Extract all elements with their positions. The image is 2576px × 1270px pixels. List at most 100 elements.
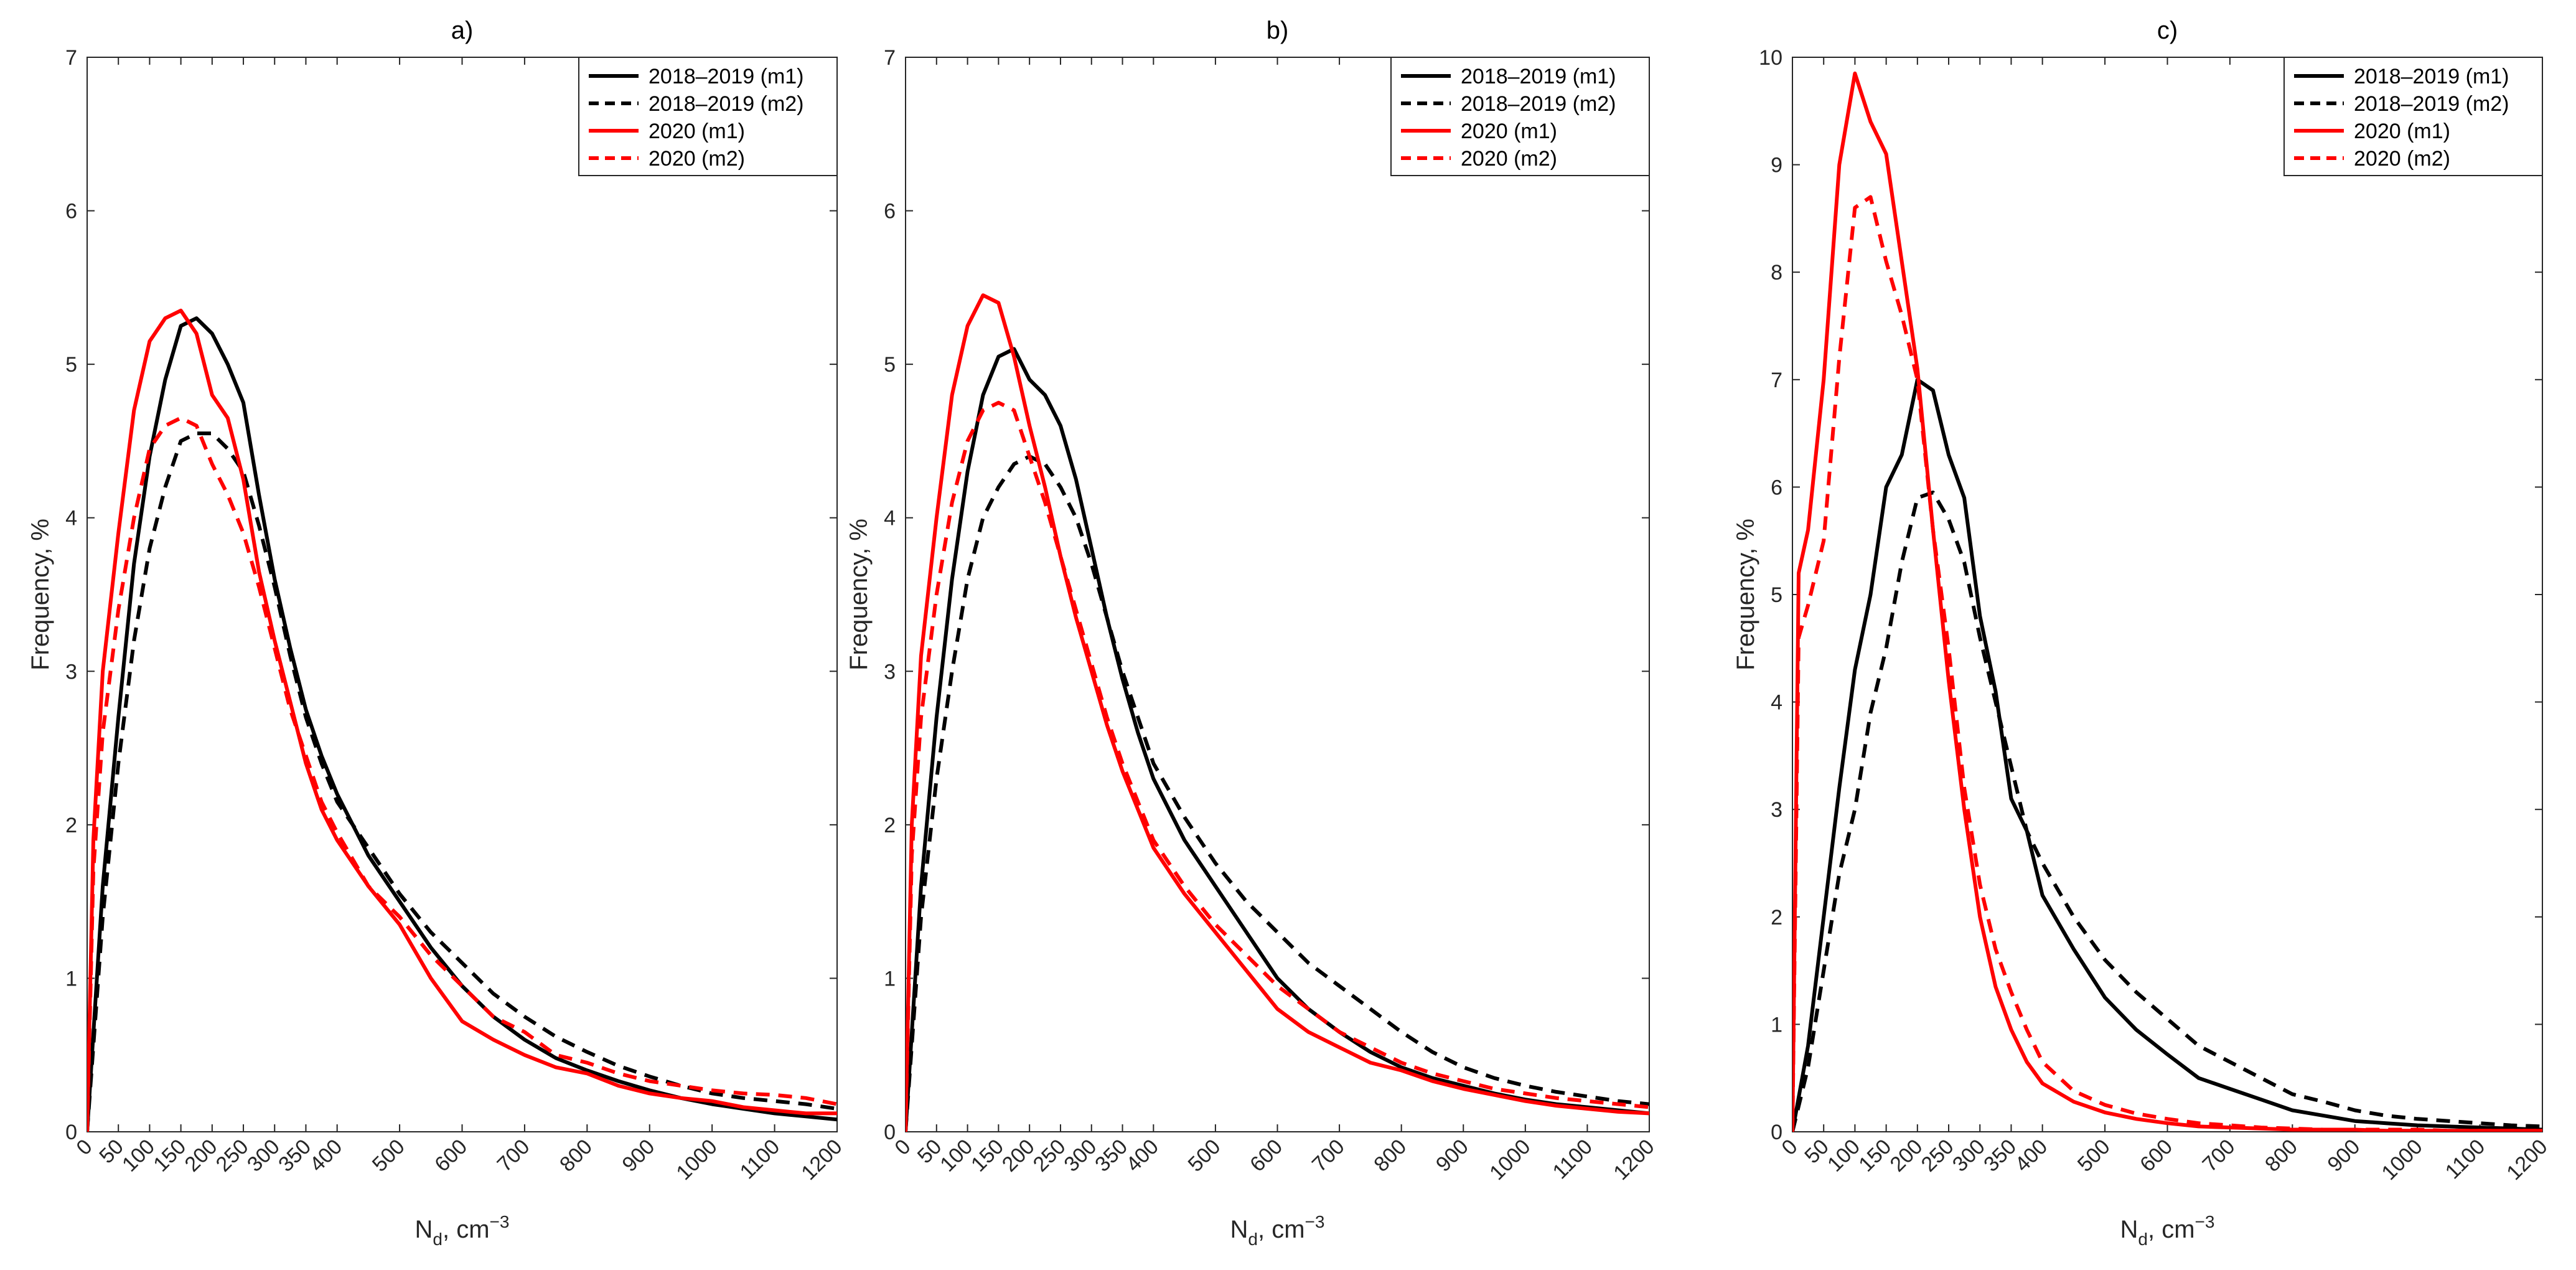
chart-title: b) <box>1267 17 1289 44</box>
x-axis-label-main: N <box>415 1216 433 1243</box>
y-tick-label: 7 <box>1771 369 1782 392</box>
y-tick-label: 9 <box>1771 154 1782 177</box>
x-tick-label: 1100 <box>2441 1135 2490 1184</box>
x-axis-label-units: , cm <box>1258 1216 1305 1243</box>
y-tick-label: 4 <box>884 507 896 530</box>
y-tick-label: 3 <box>65 660 77 684</box>
x-axis-label-main: N <box>2120 1216 2138 1243</box>
x-tick-label: 0 <box>890 1135 915 1160</box>
y-tick-label: 7 <box>884 46 896 70</box>
x-tick-label: 1200 <box>797 1135 846 1185</box>
x-tick-label: 900 <box>2323 1135 2364 1177</box>
y-tick-label: 10 <box>1759 46 1782 70</box>
series-line-2 <box>906 454 1649 1132</box>
x-tick-label: 800 <box>2260 1135 2302 1177</box>
y-axis-label: Frequency, % <box>1732 519 1759 670</box>
x-tick-label: 0 <box>72 1135 96 1160</box>
x-tick-label: 1100 <box>736 1135 785 1184</box>
series-line-2 <box>1792 491 2542 1132</box>
x-tick-label: 600 <box>430 1135 472 1177</box>
axes-box <box>87 57 838 1132</box>
x-axis-label-subscript: d <box>1248 1230 1258 1249</box>
x-axis-label-superscript: −3 <box>490 1212 510 1231</box>
y-tick-label: 0 <box>65 1121 77 1144</box>
x-tick-label: 700 <box>2198 1135 2240 1177</box>
y-tick-label: 5 <box>65 353 77 377</box>
chart-title: c) <box>2157 17 2178 44</box>
series-line-4 <box>906 400 1649 1132</box>
y-tick-label: 1 <box>884 967 896 990</box>
x-axis-label-subscript: d <box>2138 1230 2148 1249</box>
x-tick-label: 1000 <box>2377 1135 2427 1185</box>
y-tick-label: 5 <box>1771 583 1782 607</box>
x-axis-label: Nd, cm−3 <box>1230 1212 1325 1249</box>
x-tick-label: 500 <box>1184 1135 1225 1177</box>
y-axis-label: Frequency, % <box>845 519 873 670</box>
x-tick-label: 1000 <box>1485 1135 1535 1185</box>
x-axis-label-units: , cm <box>2148 1216 2195 1243</box>
x-tick-label: 500 <box>2073 1135 2115 1177</box>
y-tick-label: 6 <box>65 200 77 223</box>
x-axis-label-units: , cm <box>443 1216 490 1243</box>
legend-entry-label: 2018–2019 (m1) <box>1461 65 1616 88</box>
legend-entry-label: 2018–2019 (m2) <box>1461 92 1616 116</box>
x-tick-label: 600 <box>1245 1135 1287 1177</box>
x-tick-label: 500 <box>368 1135 410 1177</box>
y-tick-label: 8 <box>1771 261 1782 285</box>
y-tick-label: 5 <box>884 353 896 377</box>
legend-entry-label: 2020 (m2) <box>1461 147 1557 171</box>
y-tick-label: 0 <box>1771 1121 1782 1144</box>
legend-entry-label: 2020 (m1) <box>649 120 745 143</box>
legend-entry-label: 2020 (m1) <box>2354 120 2450 143</box>
y-tick-label: 6 <box>1771 476 1782 499</box>
series-line-3 <box>87 308 837 1132</box>
x-tick-label: 1000 <box>672 1135 721 1185</box>
y-axis-label: Frequency, % <box>27 519 54 670</box>
x-tick-label: 400 <box>2010 1135 2052 1177</box>
x-tick-label: 1200 <box>2502 1135 2552 1185</box>
y-tick-label: 7 <box>65 46 77 70</box>
y-tick-label: 2 <box>884 814 896 837</box>
chart-title: a) <box>451 17 474 44</box>
x-axis-label-main: N <box>1230 1216 1248 1243</box>
series-line-1 <box>906 347 1649 1132</box>
y-tick-label: 3 <box>1771 798 1782 822</box>
y-tick-label: 1 <box>65 967 77 990</box>
series-line-1 <box>1792 377 2542 1132</box>
x-axis-label-subscript: d <box>433 1230 443 1249</box>
x-tick-label: 700 <box>493 1135 535 1177</box>
x-tick-label: 600 <box>2135 1135 2177 1177</box>
y-tick-label: 2 <box>1771 906 1782 929</box>
x-tick-label: 800 <box>555 1135 597 1177</box>
y-tick-label: 4 <box>65 507 77 530</box>
legend-entry-label: 2020 (m2) <box>2354 147 2450 171</box>
x-axis-label-superscript: −3 <box>2195 1212 2215 1231</box>
y-tick-label: 6 <box>884 200 896 223</box>
y-tick-label: 0 <box>884 1121 896 1144</box>
y-tick-label: 2 <box>65 814 77 837</box>
legend-entry-label: 2018–2019 (m1) <box>649 65 804 88</box>
legend-entry-label: 2018–2019 (m2) <box>649 92 804 116</box>
x-tick-label: 1200 <box>1609 1135 1659 1185</box>
legend-entry-label: 2018–2019 (m1) <box>2354 65 2509 88</box>
legend-entry-label: 2020 (m2) <box>649 147 745 171</box>
legend-entry-label: 2020 (m1) <box>1461 120 1557 143</box>
x-tick-label: 900 <box>617 1135 659 1177</box>
series-line-4 <box>87 416 837 1132</box>
x-tick-label: 400 <box>1122 1135 1163 1177</box>
y-tick-label: 3 <box>884 660 896 684</box>
x-tick-label: 400 <box>305 1135 347 1177</box>
y-tick-label: 4 <box>1771 691 1782 715</box>
x-tick-label: 0 <box>1777 1135 1802 1160</box>
series-line-4 <box>1792 195 2542 1132</box>
x-tick-label: 700 <box>1308 1135 1349 1177</box>
x-axis-label: Nd, cm−3 <box>415 1212 510 1249</box>
legend-entry-label: 2018–2019 (m2) <box>2354 92 2509 116</box>
x-axis-label: Nd, cm−3 <box>2120 1212 2215 1249</box>
y-tick-label: 1 <box>1771 1013 1782 1037</box>
x-tick-label: 1100 <box>1548 1135 1597 1184</box>
